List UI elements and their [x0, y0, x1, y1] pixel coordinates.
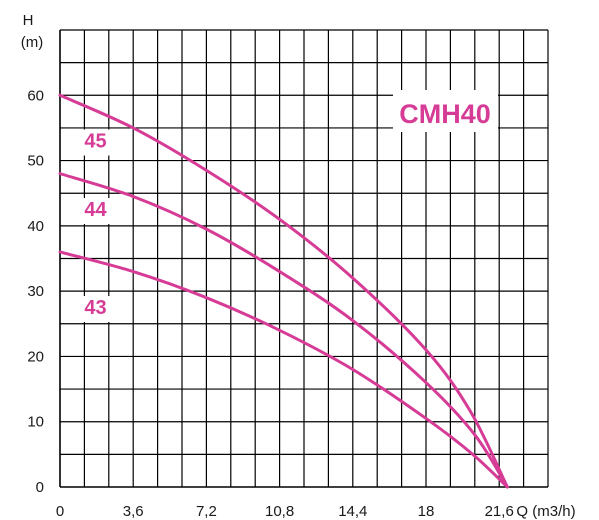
curve-label-45: 45	[84, 131, 106, 153]
curve-labels: 45 44 43	[78, 129, 119, 322]
x-tick-label: 21,6	[485, 503, 514, 520]
curve-label-43: 43	[84, 297, 106, 319]
y-tick-label: 30	[27, 283, 44, 300]
x-tick-label: 14,4	[338, 503, 367, 520]
y-axis-ticks: 0 10 20 30 40 50 60	[27, 87, 44, 496]
curve-label-bg	[78, 129, 119, 156]
chart-grid	[59, 29, 549, 488]
model-label-box	[393, 90, 498, 132]
x-tick-label: 7,2	[196, 503, 217, 520]
x-tick-label: 3,6	[123, 503, 144, 520]
y-tick-label: 0	[36, 479, 44, 496]
curve-label-bg	[78, 295, 119, 322]
x-tick-label: 10,8	[265, 503, 294, 520]
y-tick-label: 10	[27, 414, 44, 431]
y-tick-label: 60	[27, 87, 44, 104]
x-tick-label: 18	[418, 503, 435, 520]
model-label: CMH40	[399, 99, 491, 129]
curve-43	[58, 250, 509, 489]
curve-45	[58, 93, 509, 489]
y-tick-label: 50	[27, 153, 44, 170]
x-axis-title: Q (m3/h)	[516, 503, 575, 520]
y-axis-title-h: H	[23, 12, 34, 29]
y-axis-title-unit: (m)	[21, 34, 44, 51]
x-axis-ticks: 0 3,6 7,2 10,8 14,4 18 21,6	[56, 503, 514, 520]
y-tick-label: 20	[27, 348, 44, 365]
y-tick-label: 40	[27, 218, 44, 235]
curve-44	[58, 172, 509, 489]
curve-label-44: 44	[84, 199, 107, 221]
chart-curves	[58, 93, 509, 489]
curve-label-bg	[78, 198, 119, 225]
x-tick-label: 0	[56, 503, 64, 520]
